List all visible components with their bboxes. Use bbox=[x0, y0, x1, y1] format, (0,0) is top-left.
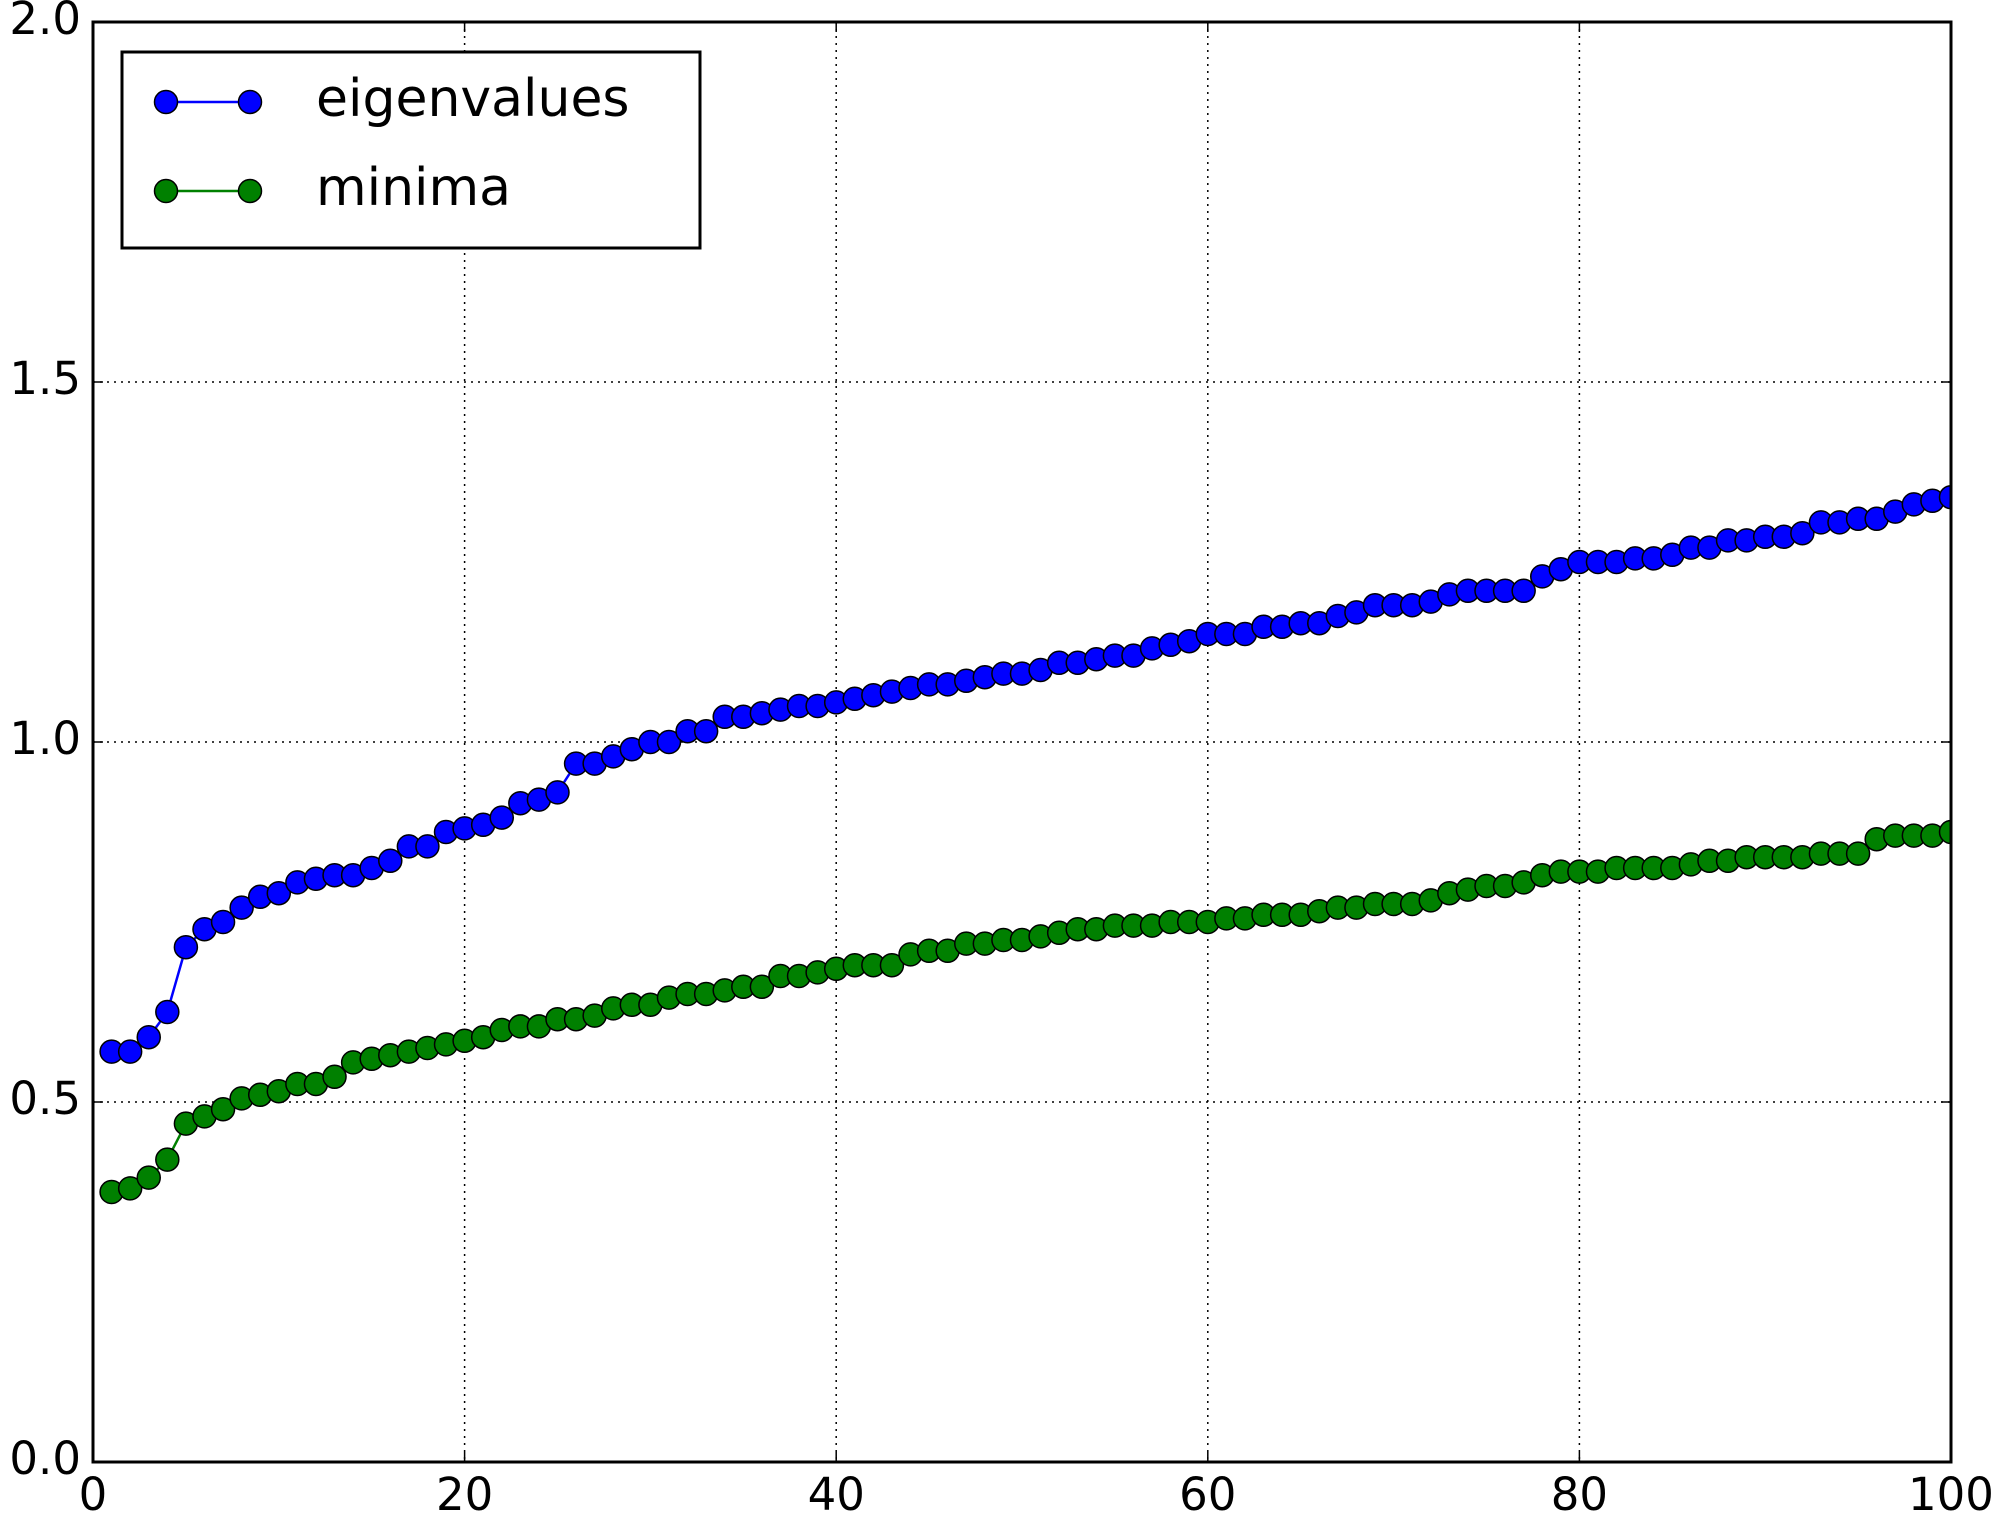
x-tick-label: 40 bbox=[808, 1468, 865, 1518]
data-point bbox=[173, 934, 199, 960]
legend: eigenvalues minima bbox=[120, 50, 702, 250]
data-point bbox=[879, 952, 905, 978]
x-tick-label: 0 bbox=[79, 1468, 108, 1518]
x-tick-label: 60 bbox=[1179, 1468, 1236, 1518]
plot-area bbox=[99, 484, 1951, 1205]
data-point bbox=[693, 718, 719, 744]
legend-label: eigenvalues bbox=[316, 69, 630, 129]
data-point bbox=[749, 974, 775, 1000]
data-point bbox=[117, 1039, 143, 1064]
legend-marker bbox=[237, 89, 263, 115]
data-point bbox=[656, 729, 682, 755]
data-point bbox=[1938, 484, 1951, 510]
y-tick-label: 1.5 bbox=[9, 352, 81, 405]
data-point bbox=[155, 999, 180, 1025]
y-tick-label: 0.5 bbox=[9, 1072, 81, 1125]
x-tick-label: 20 bbox=[436, 1468, 493, 1518]
legend-marker bbox=[237, 178, 263, 204]
data-point bbox=[266, 880, 292, 906]
data-point bbox=[136, 1165, 161, 1190]
data-point bbox=[1790, 520, 1815, 546]
legend-label: minima bbox=[316, 158, 511, 218]
data-point bbox=[136, 1024, 161, 1050]
data-point bbox=[210, 909, 236, 935]
data-point bbox=[489, 805, 515, 830]
data-point bbox=[117, 1176, 143, 1201]
data-point bbox=[229, 895, 254, 920]
data-point bbox=[210, 1096, 236, 1122]
y-tick-label: 1.0 bbox=[9, 712, 81, 765]
data-point bbox=[155, 1147, 180, 1172]
legend-marker bbox=[153, 178, 179, 204]
data-point bbox=[1845, 841, 1871, 866]
data-point bbox=[322, 1064, 347, 1090]
legend-marker bbox=[153, 89, 179, 115]
y-tick-label: 2.0 bbox=[9, 0, 81, 45]
data-point bbox=[1938, 819, 1951, 845]
data-point bbox=[545, 780, 570, 805]
data-point bbox=[378, 848, 403, 874]
y-tick-label: 0.0 bbox=[9, 1432, 81, 1485]
legend-box bbox=[120, 50, 702, 250]
x-tick-label: 80 bbox=[1551, 1468, 1608, 1518]
data-point bbox=[415, 834, 440, 859]
x-tick-label: 100 bbox=[1908, 1468, 1994, 1518]
plot-frame bbox=[91, 20, 1953, 1464]
data-point bbox=[1511, 578, 1536, 604]
